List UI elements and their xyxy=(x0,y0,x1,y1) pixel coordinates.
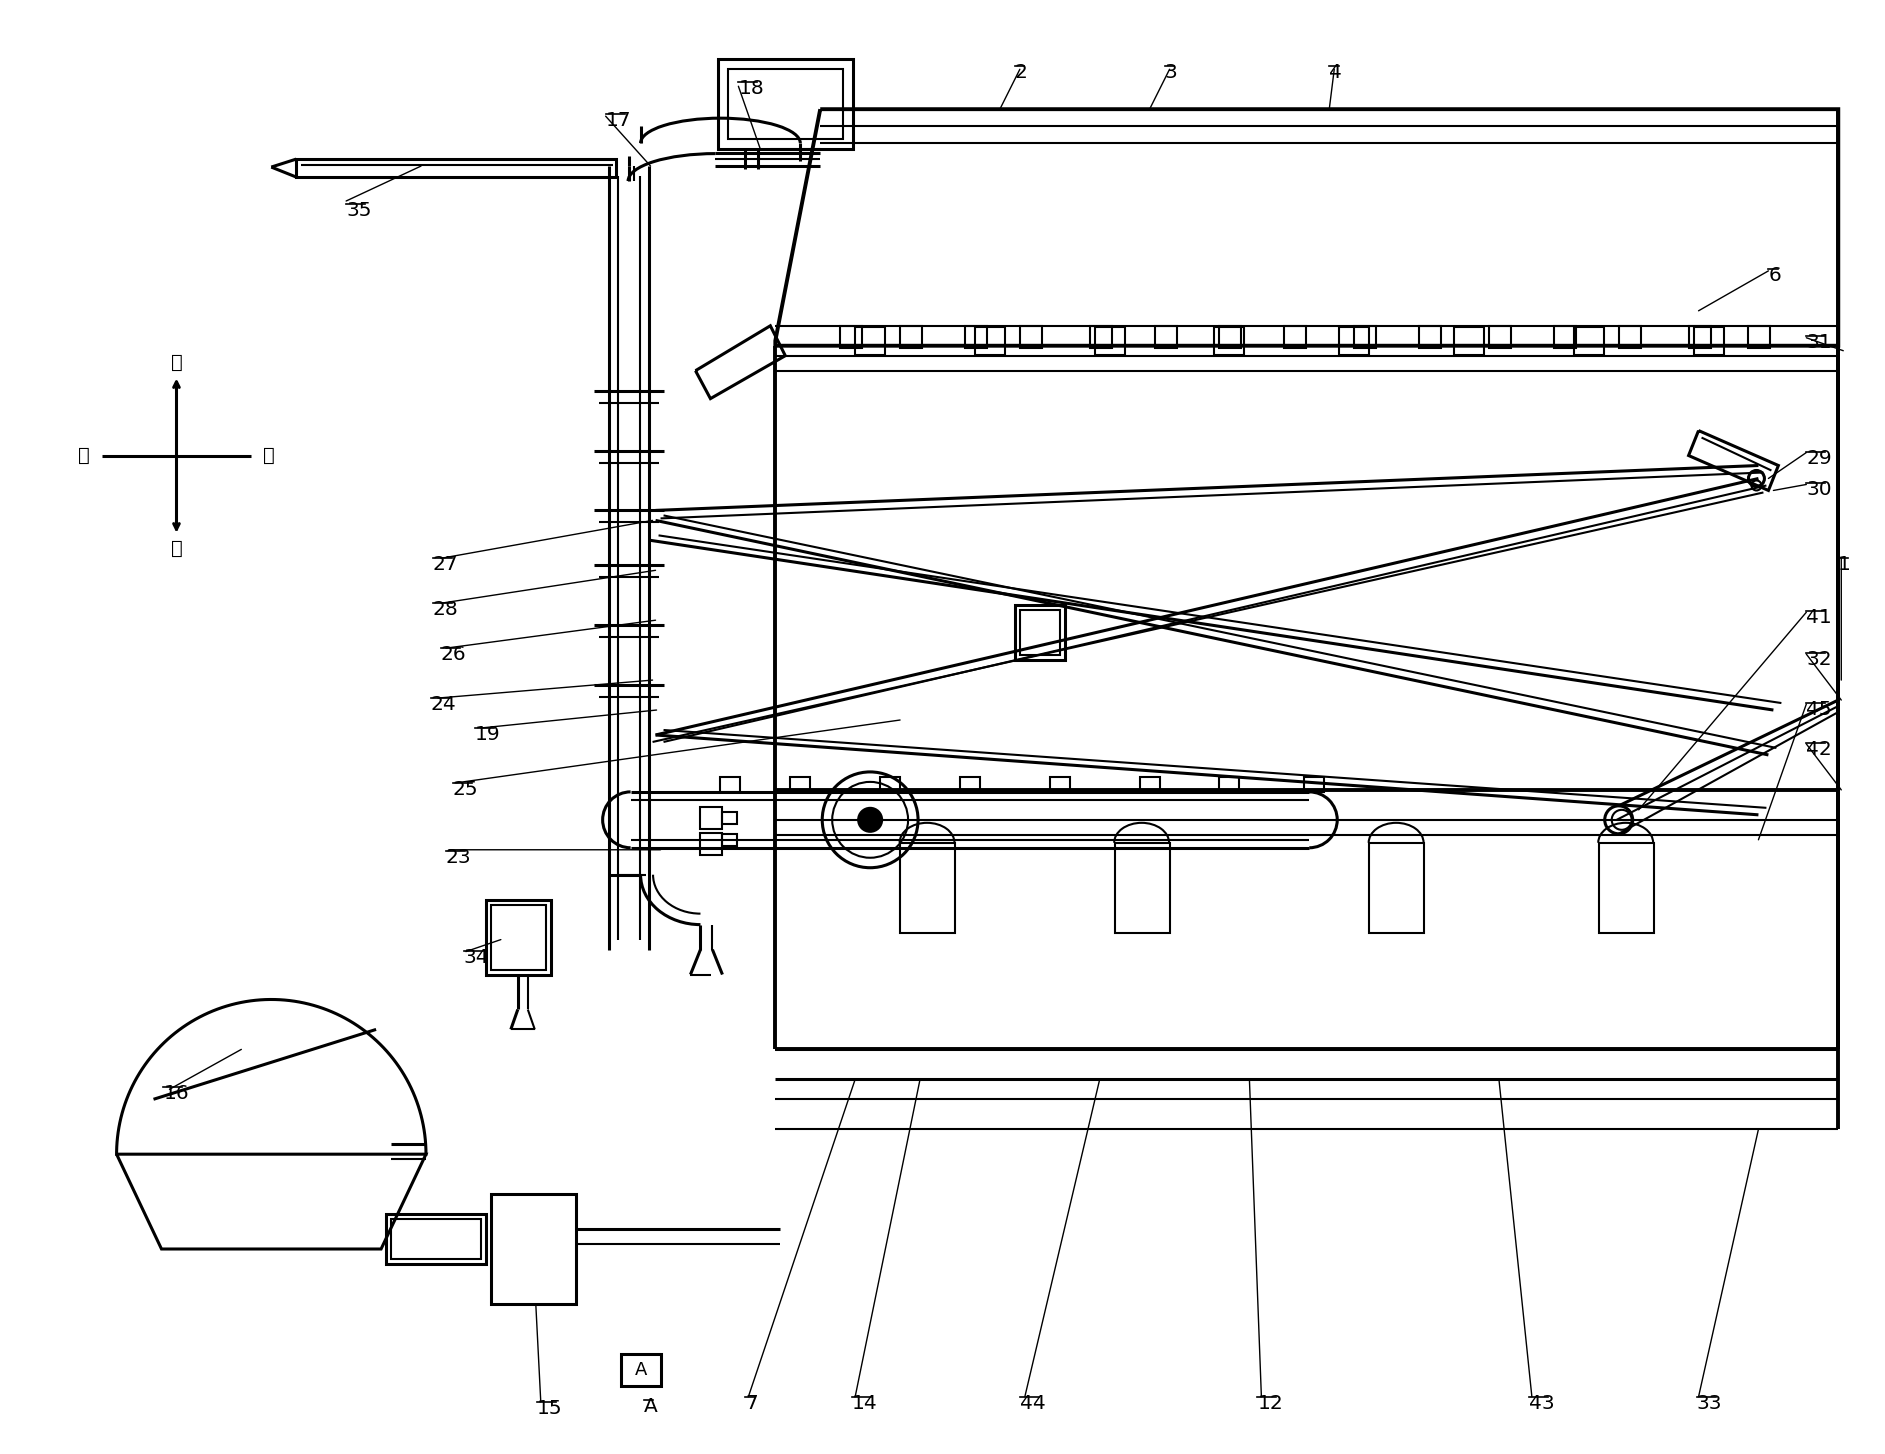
Text: 18: 18 xyxy=(739,79,763,99)
Text: 32: 32 xyxy=(1806,650,1832,669)
Bar xyxy=(1220,326,1242,348)
Text: 41: 41 xyxy=(1806,608,1832,627)
Bar xyxy=(1214,327,1244,355)
Bar xyxy=(1689,326,1710,348)
Text: 23: 23 xyxy=(447,848,471,867)
Text: 16: 16 xyxy=(164,1085,188,1104)
Bar xyxy=(1220,776,1240,792)
Bar xyxy=(1749,326,1770,348)
Bar xyxy=(1353,326,1376,348)
Text: 44: 44 xyxy=(1020,1394,1046,1413)
Bar xyxy=(1014,605,1065,660)
Bar xyxy=(486,900,550,974)
Text: 6: 6 xyxy=(1768,266,1781,285)
Bar xyxy=(386,1214,486,1264)
Text: 28: 28 xyxy=(434,601,458,619)
Text: 3: 3 xyxy=(1165,64,1178,83)
Bar xyxy=(390,1218,481,1259)
Bar xyxy=(728,70,843,140)
Bar xyxy=(1553,326,1576,348)
Bar xyxy=(1020,326,1042,348)
Bar xyxy=(790,776,811,792)
Text: 29: 29 xyxy=(1806,448,1832,468)
Bar xyxy=(1095,327,1125,355)
Bar xyxy=(841,326,861,348)
Text: 34: 34 xyxy=(464,948,490,967)
Bar xyxy=(1304,776,1325,792)
Bar xyxy=(965,326,988,348)
Bar xyxy=(880,776,899,792)
Bar xyxy=(1284,326,1306,348)
Text: A: A xyxy=(643,1397,658,1416)
Text: 35: 35 xyxy=(347,201,371,220)
Bar xyxy=(1114,843,1169,932)
Bar xyxy=(975,327,1005,355)
Bar xyxy=(899,326,922,348)
Text: 1: 1 xyxy=(1838,555,1851,574)
Bar xyxy=(1090,326,1112,348)
Bar xyxy=(701,833,722,855)
Text: 右: 右 xyxy=(77,446,89,465)
Text: 4: 4 xyxy=(1329,64,1342,83)
Text: 31: 31 xyxy=(1806,333,1832,352)
Bar xyxy=(490,904,547,970)
Bar xyxy=(959,776,980,792)
Bar xyxy=(701,807,722,829)
Text: 17: 17 xyxy=(605,111,631,131)
Bar xyxy=(856,327,886,355)
Bar xyxy=(490,1194,575,1304)
Text: 左: 左 xyxy=(264,446,275,465)
Bar xyxy=(296,158,616,177)
Bar xyxy=(1489,326,1512,348)
Bar xyxy=(1369,843,1423,932)
Bar xyxy=(720,776,741,792)
Bar xyxy=(1693,327,1723,355)
Text: 7: 7 xyxy=(745,1394,758,1413)
Text: 26: 26 xyxy=(441,646,467,664)
Bar xyxy=(1453,327,1483,355)
Text: 27: 27 xyxy=(434,555,458,574)
Bar xyxy=(1338,327,1369,355)
Bar xyxy=(1050,776,1071,792)
Text: 19: 19 xyxy=(475,726,501,744)
Bar xyxy=(620,1354,660,1386)
Text: 43: 43 xyxy=(1529,1394,1555,1413)
Text: 2: 2 xyxy=(1014,64,1027,83)
Text: 42: 42 xyxy=(1806,740,1832,759)
Text: 14: 14 xyxy=(852,1394,878,1413)
Bar xyxy=(1574,327,1604,355)
Text: 15: 15 xyxy=(537,1399,562,1418)
Text: 上: 上 xyxy=(170,353,183,372)
Text: 30: 30 xyxy=(1806,480,1832,500)
Bar xyxy=(1619,326,1640,348)
Bar xyxy=(1020,611,1059,656)
Text: 33: 33 xyxy=(1696,1394,1723,1413)
Bar xyxy=(722,811,737,824)
Bar xyxy=(722,833,737,846)
Bar xyxy=(899,843,956,932)
Text: 12: 12 xyxy=(1257,1394,1284,1413)
Text: 45: 45 xyxy=(1806,699,1832,720)
Bar xyxy=(1156,326,1176,348)
Text: 25: 25 xyxy=(452,779,479,798)
Text: A: A xyxy=(635,1361,647,1378)
Bar xyxy=(1419,326,1440,348)
Circle shape xyxy=(858,808,882,832)
Bar xyxy=(718,60,854,150)
Bar xyxy=(1140,776,1159,792)
Text: 下: 下 xyxy=(170,539,183,558)
Bar xyxy=(1598,843,1653,932)
Text: 24: 24 xyxy=(432,695,456,714)
